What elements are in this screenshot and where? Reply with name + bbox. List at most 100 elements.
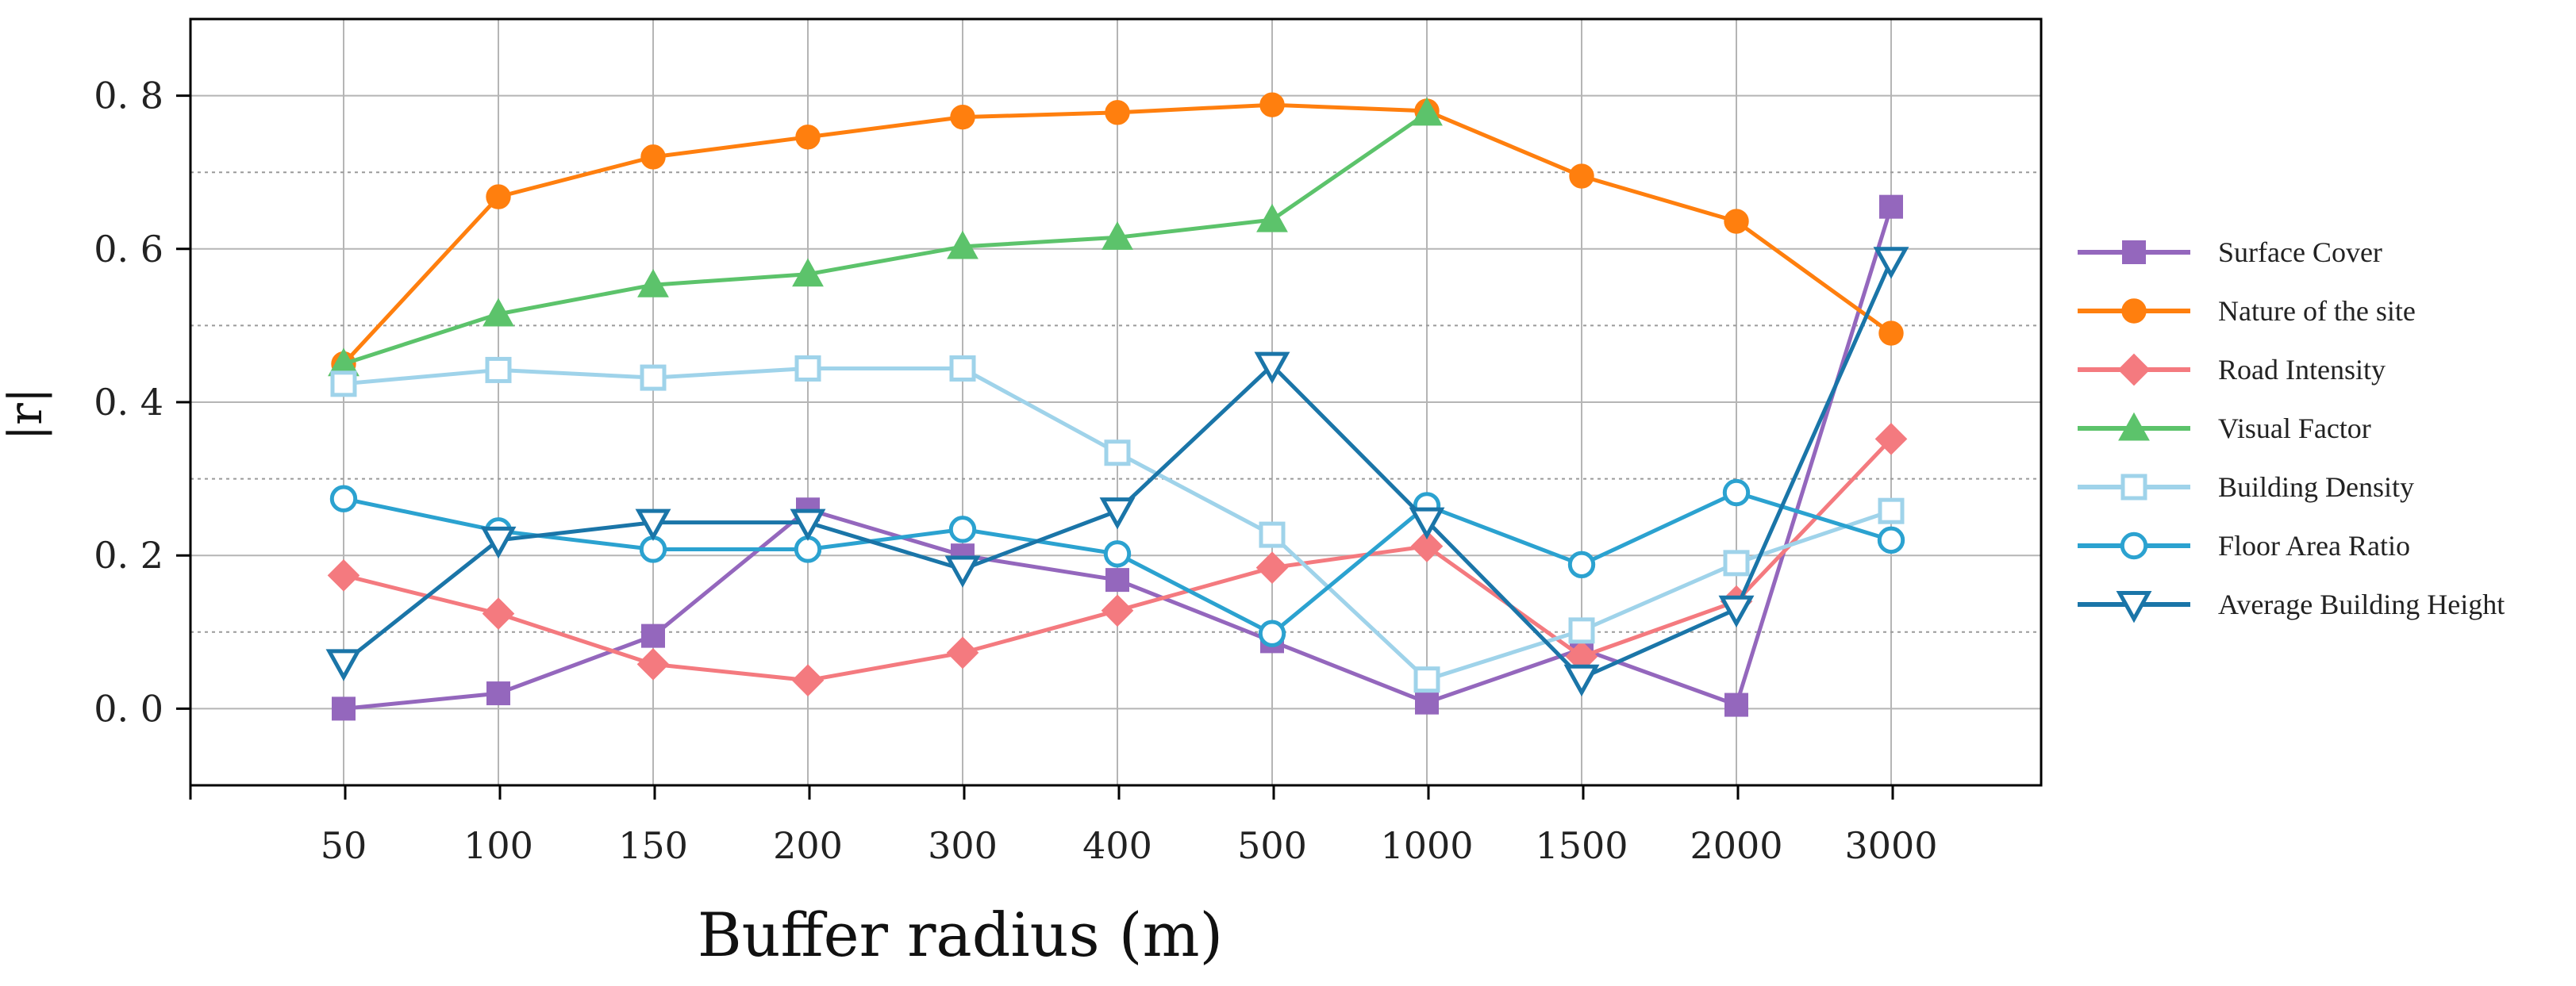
- data-point: [641, 623, 665, 648]
- data-point: [1258, 620, 1286, 647]
- data-point: [1723, 550, 1750, 577]
- x-axis-ticks: 50 100 150 200 300 400 500 1000 1500 2000 3000: [189, 785, 1938, 867]
- data-point: [944, 555, 981, 588]
- y-tick-label: 0. 6: [94, 228, 163, 270]
- data-point: [640, 144, 666, 170]
- data-point: [1254, 351, 1290, 384]
- grid: [190, 18, 2041, 785]
- y-tick-label: 0. 8: [94, 75, 163, 117]
- data-point: [2117, 353, 2151, 386]
- legend-label: Average Building Height: [2218, 589, 2505, 620]
- data-point: [480, 526, 517, 559]
- data-point: [1568, 617, 1595, 644]
- x-tick-label: 1500: [1535, 824, 1628, 867]
- data-point: [483, 297, 514, 327]
- x-tick-label: 500: [1237, 824, 1307, 867]
- y-tick-label: 0. 0: [94, 687, 163, 730]
- data-point: [1567, 551, 1596, 578]
- data-point: [330, 370, 357, 397]
- data-point: [1411, 97, 1443, 126]
- series-floor-area-ratio: [329, 478, 1905, 647]
- data-point: [1105, 100, 1130, 125]
- data-point: [1102, 221, 1133, 250]
- data-point: [1409, 507, 1445, 540]
- data-point: [482, 597, 515, 630]
- data-point: [2121, 298, 2147, 324]
- legend-label: Surface Cover: [2218, 236, 2382, 268]
- data-point: [1255, 551, 1289, 584]
- legend-item: Nature of the site: [2078, 295, 2416, 327]
- data-point: [1259, 521, 1286, 548]
- data-point: [950, 104, 975, 130]
- legend: Surface Cover Nature of the site Road Inte…: [2078, 236, 2505, 623]
- data-point: [1724, 209, 1749, 234]
- legend-item: Building Density: [2078, 471, 2414, 503]
- data-point: [1104, 439, 1131, 466]
- data-point: [1410, 530, 1444, 562]
- data-point: [486, 184, 511, 209]
- y-tick-label: 0. 2: [94, 534, 163, 577]
- data-point: [1877, 526, 1905, 554]
- data-point: [1724, 693, 1748, 717]
- data-point: [1874, 423, 1908, 455]
- data-point: [2116, 590, 2152, 623]
- legend-label: Building Density: [2218, 471, 2414, 503]
- x-axis-title: Buffer radius (m): [698, 900, 1223, 970]
- series-layer: [325, 92, 1909, 721]
- data-point: [1879, 194, 1903, 219]
- x-tick-label: 200: [773, 824, 843, 867]
- data-point: [1878, 497, 1905, 524]
- data-point: [639, 535, 667, 563]
- x-tick-label: 2000: [1690, 824, 1782, 867]
- y-tick-label: 0. 4: [94, 381, 163, 424]
- data-point: [1103, 540, 1132, 568]
- data-point: [1563, 664, 1600, 697]
- data-point: [1259, 92, 1285, 117]
- data-point: [947, 230, 978, 259]
- y-axis-ticks: 0. 0 0. 2 0. 4 0. 6 0. 8: [94, 75, 190, 730]
- data-point: [486, 681, 510, 706]
- data-point: [635, 508, 671, 542]
- data-point: [792, 258, 824, 287]
- data-point: [795, 125, 821, 150]
- data-point: [794, 355, 821, 382]
- data-point: [948, 516, 977, 543]
- x-tick-label: 1000: [1380, 824, 1473, 867]
- x-tick-label: 3000: [1844, 824, 1937, 867]
- data-point: [2122, 240, 2146, 264]
- series-road-intensity: [327, 423, 1908, 696]
- data-point: [1099, 497, 1136, 530]
- data-point: [2118, 412, 2150, 441]
- data-point: [485, 356, 512, 383]
- data-point: [794, 535, 822, 563]
- data-point: [636, 648, 670, 681]
- data-point: [949, 355, 976, 382]
- legend-item: Average Building Height: [2078, 589, 2505, 623]
- data-point: [1105, 568, 1129, 593]
- data-point: [1101, 594, 1134, 627]
- legend-label: Floor Area Ratio: [2218, 530, 2410, 562]
- data-point: [325, 649, 362, 681]
- data-point: [1569, 163, 1594, 189]
- legend-label: Visual Factor: [2218, 412, 2371, 444]
- series-average-building-height: [325, 247, 1909, 697]
- x-tick-label: 150: [618, 824, 688, 867]
- data-point: [1718, 595, 1755, 628]
- series-line: [343, 111, 1428, 366]
- data-point: [946, 636, 979, 669]
- data-point: [640, 364, 667, 391]
- legend-item: Surface Cover: [2078, 236, 2382, 268]
- series-nature-of-the-site: [331, 92, 1904, 377]
- legend-item: Visual Factor: [2078, 412, 2371, 444]
- data-point: [2120, 474, 2147, 501]
- data-point: [791, 664, 825, 696]
- data-point: [1722, 478, 1751, 507]
- x-tick-label: 100: [463, 824, 533, 867]
- data-point: [1878, 320, 1904, 346]
- data-point: [332, 696, 356, 721]
- data-point: [1873, 247, 1909, 279]
- x-tick-label: 50: [321, 824, 367, 867]
- series-visual-factor: [328, 97, 1443, 377]
- series-building-density: [330, 355, 1905, 693]
